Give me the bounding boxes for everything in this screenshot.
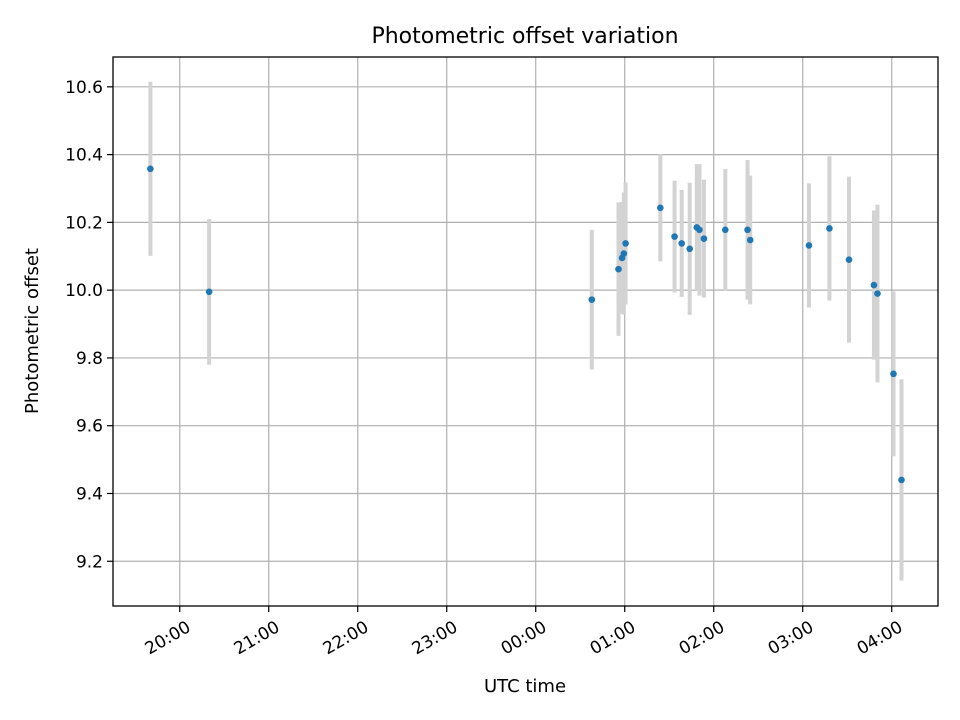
data-point	[805, 242, 813, 249]
y-tick-label: 10.6	[65, 78, 103, 98]
data-point	[696, 226, 703, 234]
x-tick-label: 02:00	[676, 617, 728, 659]
chart-title: Photometric offset variation	[371, 24, 678, 49]
data-point	[686, 245, 693, 253]
x-tick-label: 01:00	[587, 617, 639, 659]
y-tick-label: 9.4	[76, 484, 103, 504]
data-point	[870, 281, 878, 289]
data-point	[147, 165, 154, 173]
y-tick-label: 9.8	[76, 349, 103, 369]
data-point	[898, 476, 905, 484]
x-tick-label: 04:00	[854, 617, 906, 659]
data-point	[744, 226, 751, 234]
x-tick-label: 22:00	[320, 617, 372, 659]
data-point	[874, 290, 881, 297]
y-tick-label: 10.0	[65, 281, 103, 301]
grid-lines	[113, 57, 938, 606]
x-tick-label: 03:00	[765, 617, 817, 659]
data-point	[657, 204, 664, 212]
y-tick-label: 10.2	[65, 213, 103, 233]
y-tick-label: 9.6	[76, 417, 103, 437]
data-point	[700, 235, 708, 242]
data-point	[622, 240, 629, 247]
data-point	[620, 250, 628, 257]
data-point	[721, 226, 729, 234]
x-tick-label: 21:00	[231, 617, 283, 659]
data-point	[890, 370, 897, 378]
data-point	[845, 256, 853, 263]
data-point	[588, 296, 596, 303]
x-tick-label: 23:00	[409, 617, 461, 659]
data-point	[826, 225, 833, 232]
data-point	[205, 288, 213, 296]
y-tick-label: 9.2	[76, 552, 103, 572]
data-points	[147, 165, 905, 484]
y-axis-ticks: 9.2 9.4 9.6 9.8 10.0 10.2 10.4 10.6	[65, 78, 113, 572]
y-tick-label: 10.4	[65, 146, 103, 166]
plot-frame	[112, 56, 939, 607]
x-axis-ticks: 20:00 21:00 22:00 23:00 00:00 01:00 02:00 03:00…	[142, 606, 906, 659]
data-point	[615, 265, 622, 273]
x-axis-label: UTC time	[484, 676, 566, 697]
data-point	[671, 233, 678, 240]
x-tick-label: 00:00	[498, 617, 550, 659]
error-bars	[148, 81, 904, 581]
data-point	[678, 240, 685, 247]
data-point	[746, 236, 754, 244]
x-tick-label: 20:00	[142, 617, 194, 659]
y-axis-label: Photometric offset	[22, 248, 43, 414]
